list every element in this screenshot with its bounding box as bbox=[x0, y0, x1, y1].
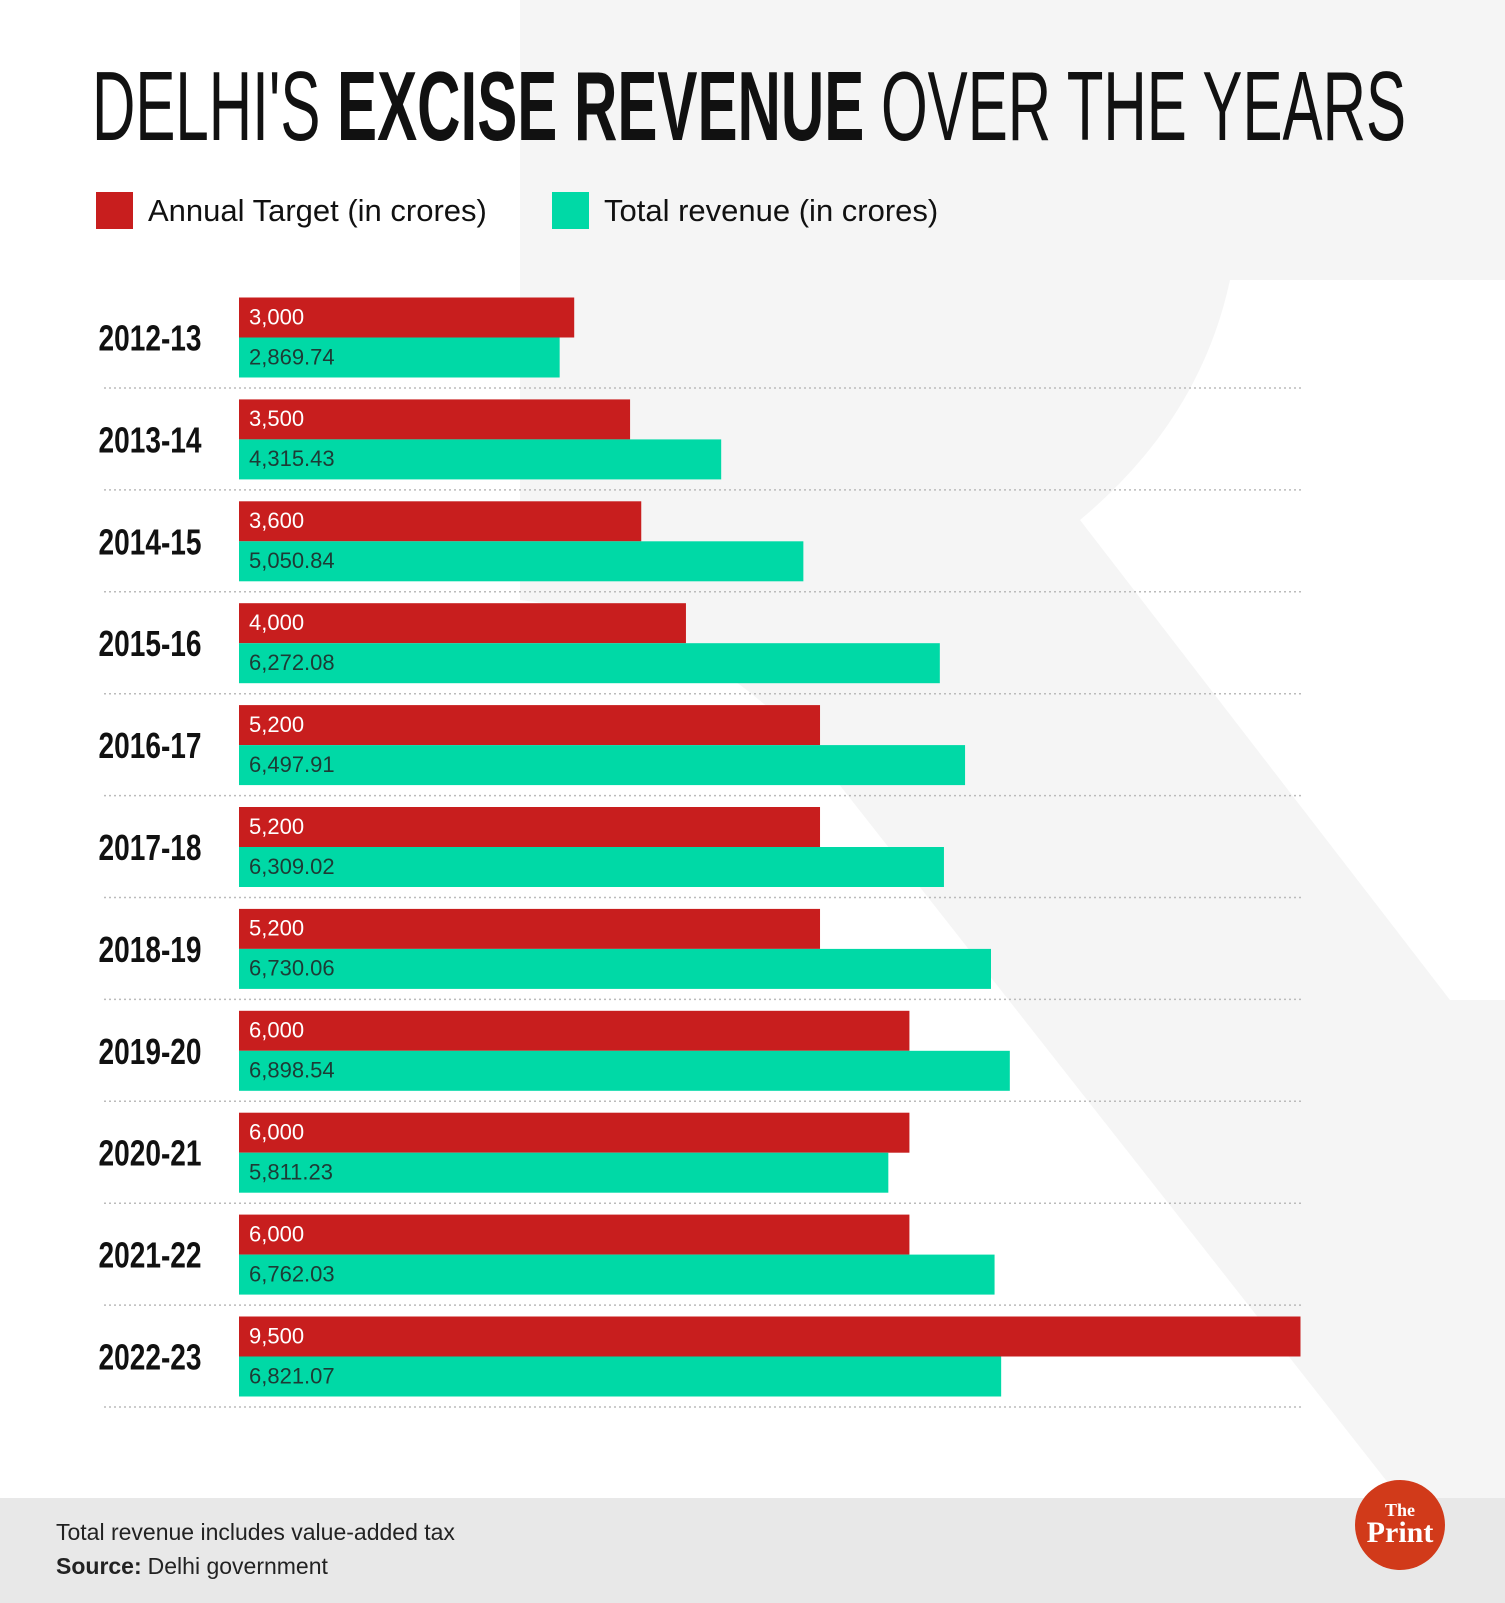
bar bbox=[239, 337, 560, 378]
legend-label: Annual Target (in crores) bbox=[148, 193, 487, 228]
bar bbox=[239, 1010, 910, 1051]
category-label: 2013-14 bbox=[98, 420, 201, 460]
value-label: 5,200 bbox=[249, 814, 304, 839]
value-label: 4,315.43 bbox=[249, 446, 335, 471]
value-label: 5,050.84 bbox=[249, 548, 335, 573]
logo-circle bbox=[1355, 1480, 1445, 1570]
title-part: DELHI'S bbox=[92, 51, 337, 161]
value-label: 4,000 bbox=[249, 610, 304, 635]
value-label: 9,500 bbox=[249, 1323, 304, 1348]
value-label: 5,200 bbox=[249, 916, 304, 941]
bar bbox=[239, 847, 944, 887]
source-label: Source: bbox=[56, 1553, 142, 1579]
bar bbox=[239, 541, 804, 582]
value-label: 6,821.07 bbox=[249, 1363, 335, 1388]
bar bbox=[239, 948, 991, 989]
category-label: 2015-16 bbox=[98, 624, 201, 664]
legend: Annual Target (in crores) Total revenue (… bbox=[96, 192, 938, 229]
value-label: 6,272.08 bbox=[249, 650, 335, 675]
category-label: 2022-23 bbox=[98, 1337, 201, 1377]
category-label: 2018-19 bbox=[98, 930, 201, 970]
bar bbox=[239, 1214, 910, 1255]
bar bbox=[239, 297, 575, 338]
bar bbox=[239, 1112, 910, 1153]
value-label: 6,309.02 bbox=[249, 854, 335, 879]
legend-swatch bbox=[552, 192, 589, 229]
value-label: 3,600 bbox=[249, 508, 304, 533]
bar bbox=[239, 908, 821, 949]
category-label: 2014-15 bbox=[98, 522, 201, 562]
legend-swatch bbox=[96, 192, 133, 229]
bar bbox=[239, 1050, 1010, 1091]
bar bbox=[239, 439, 722, 480]
chart-title: DELHI'S EXCISE REVENUE OVER THE YEARS bbox=[92, 51, 1406, 161]
bar bbox=[239, 501, 642, 542]
value-label: 6,000 bbox=[249, 1120, 304, 1145]
bar bbox=[239, 399, 631, 440]
value-label: 6,898.54 bbox=[249, 1058, 335, 1083]
value-label: 5,200 bbox=[249, 712, 304, 737]
bar bbox=[239, 745, 966, 786]
category-label: 2017-18 bbox=[98, 828, 201, 868]
value-label: 6,730.06 bbox=[249, 956, 335, 981]
value-label: 6,497.91 bbox=[249, 752, 335, 777]
bar bbox=[239, 705, 821, 746]
source: Source: Delhi government bbox=[56, 1553, 329, 1579]
logo-text: Print bbox=[1367, 1516, 1434, 1549]
plot: 2012-13 3,000 2,869.74 2013-14 3,500 4,315.43… bbox=[98, 297, 1301, 1408]
footer-band bbox=[0, 1498, 1505, 1603]
value-label: 6,762.03 bbox=[249, 1261, 335, 1286]
value-label: 6,000 bbox=[249, 1018, 304, 1043]
bar bbox=[239, 643, 940, 684]
bar bbox=[239, 603, 686, 644]
category-label: 2016-17 bbox=[98, 726, 201, 766]
value-label: 2,869.74 bbox=[249, 344, 335, 369]
logo-text: The bbox=[1385, 1500, 1415, 1520]
bar bbox=[239, 1356, 1002, 1397]
value-label: 3,500 bbox=[249, 406, 304, 431]
value-label: 5,811.23 bbox=[249, 1160, 333, 1185]
source-text: Delhi government bbox=[148, 1553, 329, 1579]
rupee-watermark bbox=[520, 0, 1505, 1498]
value-label: 3,000 bbox=[249, 304, 304, 329]
legend-label: Total revenue (in crores) bbox=[604, 193, 938, 228]
category-label: 2021-22 bbox=[98, 1235, 201, 1275]
category-label: 2012-13 bbox=[98, 318, 201, 358]
value-label: 6,000 bbox=[249, 1221, 304, 1246]
bar bbox=[239, 1316, 1301, 1357]
category-label: 2020-21 bbox=[98, 1133, 201, 1173]
note: Total revenue includes value-added tax bbox=[56, 1519, 455, 1545]
title-part: OVER THE YEARS bbox=[864, 51, 1406, 161]
bar bbox=[239, 1254, 995, 1295]
title-part-bold: EXCISE REVENUE bbox=[337, 51, 864, 161]
category-label: 2019-20 bbox=[98, 1031, 201, 1071]
bar bbox=[239, 807, 821, 847]
bar bbox=[239, 1152, 889, 1193]
